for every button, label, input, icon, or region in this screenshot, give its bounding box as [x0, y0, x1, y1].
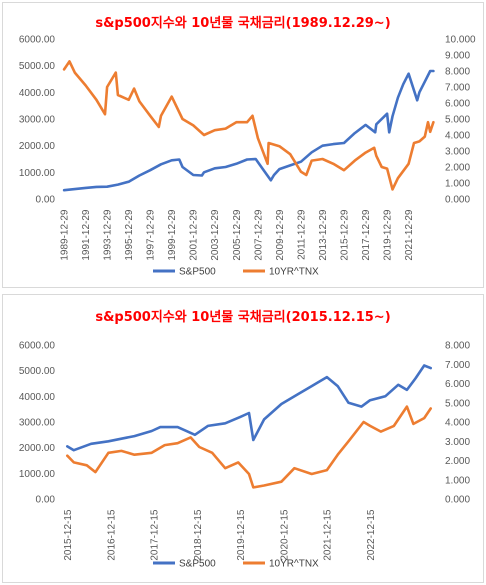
- y-right-tick-label: 8.000: [445, 67, 470, 78]
- x-tick-label: 2003-12-29: [210, 209, 221, 261]
- y-right-tick-label: 1.000: [445, 475, 470, 486]
- x-tick-label: 1989-12-29: [60, 209, 71, 261]
- y-right-tick-label: 5.000: [445, 115, 470, 126]
- series-line-tnx: [62, 60, 435, 191]
- y-right-tick-label: 6.000: [445, 379, 470, 390]
- x-tick-label: 1995-12-29: [124, 209, 135, 261]
- x-tick-label: 2007-12-29: [253, 209, 264, 261]
- y-right-tick-label: 9.000: [445, 51, 470, 62]
- chart-2-title: s&p500지수와 10년물 국채금리(2015.12.15~): [95, 309, 390, 325]
- y-left-tick-label: 3000.00: [19, 115, 56, 126]
- x-tick-label: 1999-12-29: [167, 209, 178, 261]
- x-tick-label: 2017-12-15: [150, 509, 161, 561]
- x-tick-label: 1991-12-29: [81, 209, 92, 261]
- y-left-tick-label: 2000.00: [19, 141, 56, 152]
- y-right-tick-label: 3.000: [445, 437, 470, 448]
- legend-label-tnx: 10YR^TNX: [269, 267, 319, 278]
- series-line-sp500: [62, 69, 435, 192]
- y-left-tick-label: 5000.00: [19, 61, 56, 72]
- y-left-tick-label: 5000.00: [19, 366, 56, 377]
- y-left-tick-label: 2000.00: [19, 443, 56, 454]
- y-left-tick-label: 6000.00: [19, 35, 56, 46]
- x-tick-label: 2001-12-29: [189, 209, 200, 261]
- x-tick-label: 2015-12-29: [339, 209, 350, 261]
- chart-1-panel: s&p500지수와 10년물 국채금리(1989.12.29~) 0.00 1000…: [2, 2, 484, 288]
- y-right-tick-label: 7.000: [445, 83, 470, 94]
- y-left-tick-label: 0.00: [36, 195, 56, 206]
- x-tick-label: 2021-12-29: [404, 209, 415, 261]
- y-right-tick-label: 8.000: [445, 341, 470, 352]
- x-tick-label: 2019-12-29: [383, 209, 394, 261]
- series-line-sp500: [66, 364, 433, 452]
- x-tick-label: 2013-12-29: [318, 209, 329, 261]
- x-tick-label: 2009-12-29: [275, 209, 286, 261]
- legend-label-tnx: 10YR^TNX: [269, 559, 319, 570]
- x-tick-label: 2018-12-15: [193, 509, 204, 561]
- chart-2-panel: s&p500지수와 10년물 국채금리(2015.12.15~) 0.00 1000…: [2, 294, 484, 583]
- y-right-tick-label: 3.000: [445, 147, 470, 158]
- y-right-tick-label: 0.000: [445, 195, 470, 206]
- y-right-tick-label: 2.000: [445, 163, 470, 174]
- x-tick-label: 2015-12-15: [63, 509, 74, 561]
- y-right-tick-label: 4.000: [445, 418, 470, 429]
- x-tick-label: 2022-12-15: [366, 509, 377, 561]
- chart-2-svg: s&p500지수와 10년물 국채금리(2015.12.15~) 0.00 1000…: [19, 309, 471, 570]
- y-right-tick-label: 7.000: [445, 360, 470, 371]
- y-right-tick-label: 6.000: [445, 99, 470, 110]
- y-right-tick-label: 5.000: [445, 398, 470, 409]
- y-right-tick-label: 0.000: [445, 495, 470, 506]
- x-tick-label: 2011-12-29: [296, 209, 307, 260]
- y-left-tick-label: 4000.00: [19, 88, 56, 99]
- y-left-tick-label: 1000.00: [19, 168, 56, 179]
- series-line-tnx: [66, 405, 433, 489]
- y-right-tick-label: 10.000: [445, 35, 476, 46]
- chart-1-svg: s&p500지수와 10년물 국채금리(1989.12.29~) 0.00 1000…: [19, 15, 476, 278]
- x-tick-label: 2016-12-15: [106, 509, 117, 561]
- x-tick-label: 2020-12-15: [279, 509, 290, 561]
- y-right-tick-label: 4.000: [445, 131, 470, 142]
- y-left-tick-label: 4000.00: [19, 392, 56, 403]
- x-tick-label: 2005-12-29: [232, 209, 243, 261]
- x-tick-label: 1993-12-29: [103, 209, 114, 261]
- x-tick-label: 1997-12-29: [146, 209, 157, 261]
- y-left-tick-label: 0.00: [36, 495, 56, 506]
- y-right-tick-label: 1.000: [445, 179, 470, 190]
- chart-1-title: s&p500지수와 10년물 국채금리(1989.12.29~): [95, 15, 390, 31]
- x-tick-label: 2021-12-15: [323, 509, 334, 561]
- y-right-tick-label: 2.000: [445, 456, 470, 467]
- x-tick-label: 2017-12-29: [361, 209, 372, 261]
- legend-label-sp500: S&P500: [179, 267, 216, 278]
- y-left-tick-label: 3000.00: [19, 418, 56, 429]
- y-left-tick-label: 1000.00: [19, 469, 56, 480]
- y-left-tick-label: 6000.00: [19, 341, 56, 352]
- x-tick-label: 2019-12-15: [236, 509, 247, 561]
- legend-label-sp500: S&P500: [179, 559, 216, 570]
